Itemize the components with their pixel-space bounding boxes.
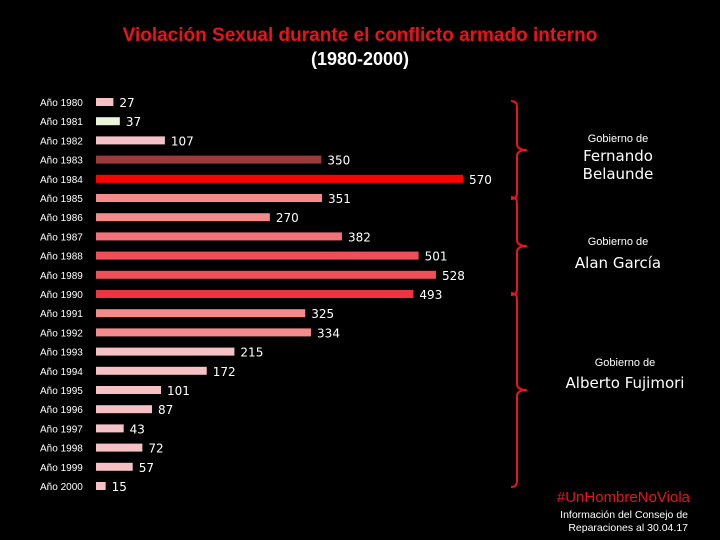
category-label: Año 1987: [40, 232, 83, 243]
group-label-fujimori: Gobierno de Alberto Fujimori: [555, 357, 695, 392]
group-bracket-1: [510, 196, 528, 296]
value-label: 334: [317, 326, 340, 340]
bar: [96, 424, 124, 433]
group-label-garcia: Gobierno de Alan García: [548, 236, 688, 272]
group-prefix: Gobierno de: [594, 357, 656, 369]
bar: [96, 366, 207, 375]
category-label: Año 1988: [40, 252, 83, 263]
category-label: Año 1995: [40, 386, 83, 397]
category-label: Año 1990: [40, 290, 83, 301]
bar: [96, 290, 414, 298]
category-label: Año 1997: [40, 424, 83, 435]
category-label: Año 1980: [40, 98, 83, 109]
category-label: Año 1992: [40, 328, 83, 339]
hashtag: #UnHombreNoViola: [556, 489, 690, 506]
bar: [96, 213, 270, 222]
source-note: Información del Consejo de Reparaciones …: [560, 509, 688, 535]
category-label: Año 1986: [40, 213, 83, 224]
bar: [96, 405, 153, 414]
value-label: 350: [327, 154, 350, 168]
chart-title: Violación Sexual durante el conflicto ar…: [122, 25, 598, 46]
group-name: Fernando Belaunde: [582, 147, 654, 183]
value-label: 72: [148, 442, 163, 456]
bar: [96, 194, 322, 202]
bar: [96, 482, 106, 490]
value-label: 172: [213, 365, 236, 379]
group-prefix: Gobierno de: [587, 236, 649, 248]
value-label: 325: [311, 307, 334, 321]
bar: [96, 117, 120, 126]
source-line-1: Información del Consejo de: [560, 509, 688, 521]
value-label: 382: [348, 230, 371, 244]
value-label: 87: [158, 403, 173, 417]
bar: [96, 386, 162, 394]
bar: [96, 174, 463, 183]
group-name: Alberto Fujimori: [565, 374, 685, 392]
value-label: 493: [419, 288, 442, 302]
value-label: 215: [240, 346, 263, 360]
bar: [96, 98, 114, 106]
bar: [96, 232, 342, 241]
category-label: Año 1998: [40, 444, 83, 455]
category-label: Año 1994: [40, 367, 83, 378]
group-bracket-0: [510, 100, 528, 200]
value-label: 37: [126, 115, 141, 129]
category-label: Año 1985: [40, 194, 83, 205]
bar: [96, 443, 143, 452]
value-label: 15: [112, 480, 127, 494]
bar: [96, 309, 306, 318]
category-label: Año 1993: [40, 348, 83, 359]
value-label: 570: [469, 173, 492, 187]
bar: [96, 347, 235, 356]
value-label: 501: [425, 250, 448, 264]
bar: [96, 462, 133, 471]
value-label: 351: [328, 192, 351, 206]
value-label: 528: [442, 269, 465, 283]
category-label: Año 1996: [40, 405, 83, 416]
bar: [96, 328, 312, 337]
value-label: 57: [139, 461, 154, 475]
category-label: Año 1984: [40, 175, 83, 186]
category-label: Año 1983: [40, 156, 83, 167]
category-label: Año 1999: [40, 463, 83, 474]
bar: [96, 251, 419, 260]
group-name: Alan García: [574, 254, 662, 272]
group-bracket-2: [510, 292, 528, 488]
source-line-2: Reparaciones al 30.04.17: [568, 522, 688, 534]
value-label: 107: [171, 134, 194, 148]
group-prefix: Gobierno de: [587, 133, 649, 145]
group-label-belaunde: Gobierno de Fernando Belaunde: [548, 133, 688, 183]
category-label: Año 1991: [40, 309, 83, 320]
category-label: Año 1982: [40, 136, 83, 147]
value-label: 270: [276, 211, 299, 225]
bar: [96, 136, 165, 145]
category-label: Año 2000: [40, 482, 83, 493]
bar: [96, 155, 322, 164]
bar: [96, 270, 436, 279]
value-label: 27: [119, 96, 134, 110]
category-label: Año 1981: [40, 117, 83, 128]
value-label: 101: [167, 384, 190, 398]
chart-subtitle: (1980-2000): [310, 49, 410, 69]
value-label: 43: [130, 422, 145, 436]
category-label: Año 1989: [40, 271, 83, 282]
